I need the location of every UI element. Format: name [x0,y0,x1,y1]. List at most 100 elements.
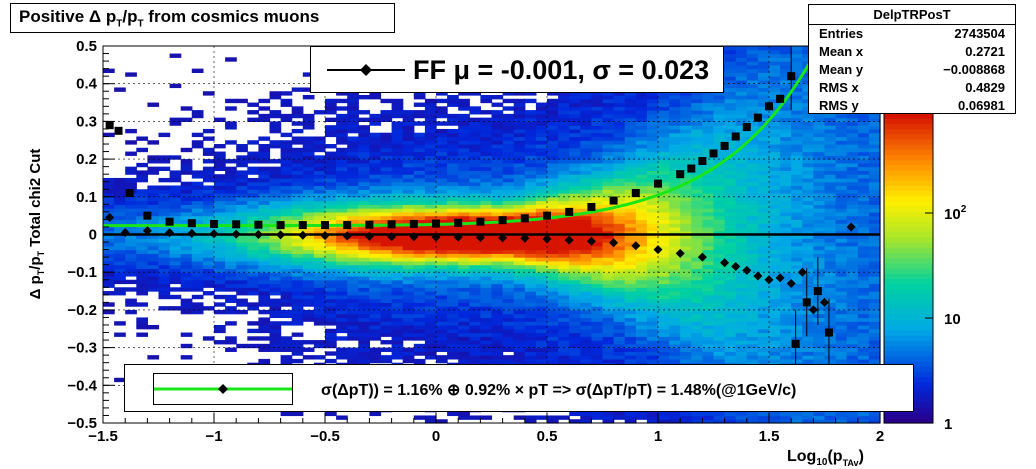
heatmap-cell [680,211,692,217]
heatmap-cell [558,121,570,126]
heatmap-cell [791,136,803,141]
heatmap-cell [424,166,437,172]
heatmap-cell [735,226,748,232]
heatmap-cell [103,226,115,232]
heatmap-cell [757,113,770,119]
heatmap-cell [347,121,359,126]
heatmap-cell [791,211,803,217]
heatmap-cell [735,46,748,51]
heatmap-cell [136,230,148,236]
heatmap-cell [502,358,515,364]
heatmap-cell [724,309,737,315]
heatmap-cell [780,215,792,221]
heatmap-cell [824,324,837,330]
heatmap-cell [236,242,248,247]
heatmap-cell [780,298,792,303]
heatmap-cell [524,351,537,356]
heatmap-cell [602,106,615,111]
heatmap-cell [724,347,737,352]
heatmap-cell [735,200,748,205]
heatmap-cell [147,189,160,194]
heatmap-cell [769,87,781,92]
heatmap-cell [757,287,770,292]
heatmap-cell [558,117,570,122]
heatmap-cell [214,279,226,285]
heatmap-cell [302,291,315,296]
heatmap-cell [713,230,726,236]
heatmap-cell [547,121,559,126]
heatmap-cell [236,144,248,149]
heatmap-cell [302,268,315,273]
heatmap-cell [769,121,781,126]
heatmap-cell [757,268,770,273]
heatmap-cell [225,98,237,104]
heatmap-cell [447,272,459,277]
heatmap-cell [513,151,526,156]
heatmap-cell [402,200,415,205]
heatmap-cell [502,343,515,349]
heatmap-cell [669,136,681,141]
heatmap-cell [702,177,715,183]
heatmap-cell [691,332,703,337]
heatmap-cell [569,155,581,160]
heatmap-cell [735,234,748,239]
heatmap-cell [191,185,204,190]
heatmap-cell [769,181,781,187]
heatmap-cell [469,132,481,138]
heatmap-cell [746,208,759,213]
heatmap-cell [724,223,737,228]
heatmap-cell [713,287,726,292]
heatmap-cell [336,136,348,141]
heatmap-cell [358,170,370,175]
heatmap-cell [202,306,215,311]
heatmap-cell [580,113,592,119]
heatmap-cell [147,272,160,277]
heatmap-cell [325,253,337,258]
heatmap-cell [302,230,315,236]
heatmap-cell [646,336,659,341]
heatmap-cell [458,253,470,258]
heatmap-cell [513,336,526,341]
heatmap-cell [791,208,803,213]
heatmap-cell [325,275,337,281]
heatmap-cell [624,309,637,315]
heatmap-cell [658,309,670,315]
heatmap-cell [669,287,681,292]
heatmap-cell [602,238,615,243]
heatmap-cell [746,302,759,307]
heatmap-cell [458,106,470,111]
heatmap-cell [413,208,426,213]
heatmap-cell [558,196,570,202]
heatmap-cell [280,242,293,247]
heatmap-cell [735,72,748,77]
heatmap-cell [769,264,781,270]
heatmap-cell [147,166,160,172]
heatmap-cell [436,419,448,424]
heatmap-cell [780,181,792,187]
heatmap-cell [424,419,437,424]
heatmap-cell [746,211,759,217]
heatmap-cell [380,268,393,273]
heatmap-cell [680,245,692,251]
heatmap-cell [347,279,359,285]
heatmap-cell [735,106,748,111]
heatmap-cell [413,211,426,217]
heatmap-cell [580,91,592,96]
heatmap-cell [313,200,326,205]
heatmap-cell [258,268,271,273]
heatmap-cell [247,291,259,296]
heatmap-cell [669,302,681,307]
heatmap-cell [780,46,792,51]
heatmap-cell [613,340,626,345]
heatmap-cell [225,257,237,262]
heatmap-cell [769,166,781,172]
heatmap-cell [680,140,692,145]
heatmap-cell [613,309,626,315]
heatmap-cell [558,268,570,273]
heatmap-cell [791,411,803,417]
heatmap-cell [591,279,604,285]
heatmap-cell [302,147,315,153]
heatmap-cell [713,294,726,300]
heatmap-cell [569,291,581,296]
heatmap-cell [569,275,581,281]
